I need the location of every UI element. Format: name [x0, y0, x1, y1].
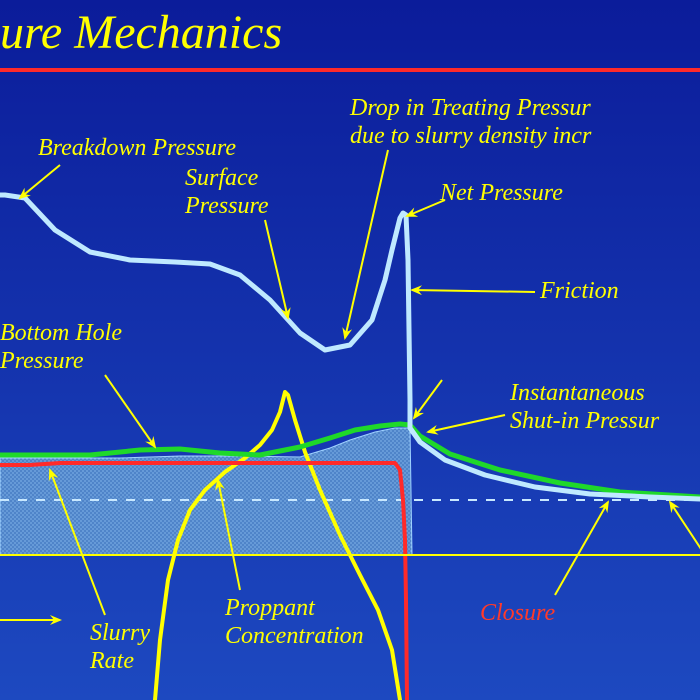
annotation-label: Shut-in Pressur: [510, 408, 660, 434]
annotation-label: due to slurry density incr: [350, 123, 592, 149]
annotation-label: Net Pressure: [439, 180, 563, 206]
annotation-label: Closure: [480, 600, 555, 626]
annotation-label: Proppant: [224, 595, 316, 621]
annotation-label: Slurry: [90, 620, 150, 646]
annotation-label: Concentration: [225, 623, 364, 649]
annotation-label: Breakdown Pressure: [38, 135, 236, 161]
slide-title: ure Mechanics: [0, 6, 282, 59]
annotation-label: Surface: [185, 165, 259, 191]
annotation-label: Instantaneous: [509, 380, 645, 406]
annotation-label: Pressure: [0, 348, 84, 374]
annotation-label: Rate: [89, 648, 134, 674]
annotation-label: Pressure: [184, 193, 269, 219]
annotation-label: Drop in Treating Pressur: [349, 95, 591, 121]
annotation-label: Bottom Hole: [0, 320, 122, 346]
annotation-label: Friction: [539, 278, 619, 304]
fracture-mechanics-diagram: ure Mechanics Breakdown PressureSurfaceP…: [0, 0, 700, 700]
